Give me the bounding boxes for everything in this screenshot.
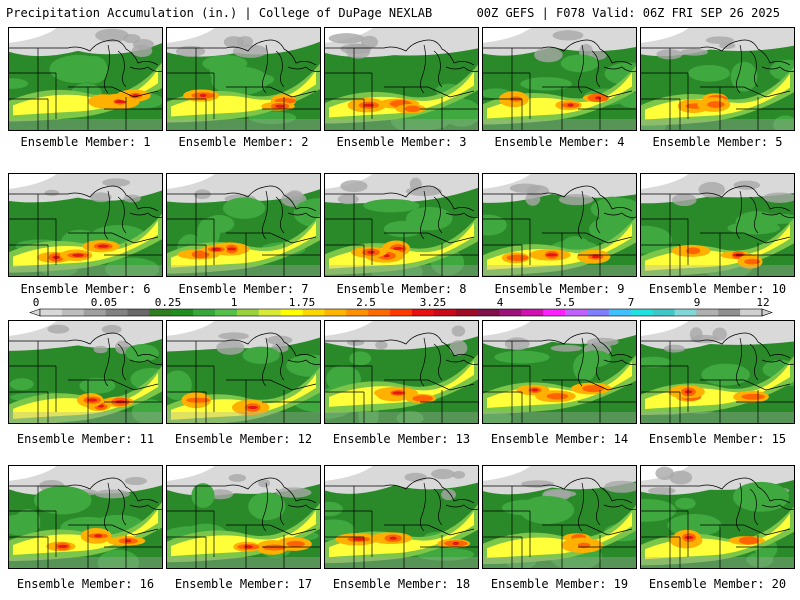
ensemble-member-map [324,173,479,277]
ensemble-member-map [166,27,321,131]
ensemble-member-label: Ensemble Member: 14 [490,432,629,446]
colorbar-swatch [324,309,347,316]
ensemble-member-map [324,320,479,424]
ensemble-member-map [640,320,795,424]
colorbar-swatch [258,309,281,316]
ensemble-member-map [482,320,637,424]
ensemble-member-map [324,465,479,569]
colorbar-swatch [608,309,632,316]
ensemble-member-label: Ensemble Member: 16 [16,577,155,591]
colorbar-swatch [740,309,763,316]
colorbar-swatch [236,309,260,316]
colorbar-swatch [390,309,413,316]
ensemble-member-map [324,27,479,131]
colorbar-tick-label: 7 [628,296,635,309]
ensemble-member-map [640,465,795,569]
map-title: Precipitation Accumulation (in.) | Colle… [6,6,433,20]
colorbar-max-arrow [761,308,773,317]
ensemble-member-label: Ensemble Member: 6 [20,282,151,296]
colorbar-tick-label: 0.05 [91,296,118,309]
colorbar-swatch [565,309,588,316]
ensemble-member-map [8,465,163,569]
ensemble-member-label: Ensemble Member: 17 [174,577,313,591]
colorbar-swatch [83,309,106,316]
ensemble-member-map [640,27,795,131]
colorbar-swatch [193,309,216,316]
colorbar-swatch [455,309,478,316]
ensemble-member-map [640,173,795,277]
colorbar-tick-label: 1.75 [289,296,316,309]
colorbar-min-arrow [29,308,41,317]
colorbar-tick-label: 0 [33,296,40,309]
colorbar-tick-label: 9 [694,296,701,309]
colorbar-swatch [521,309,544,316]
colorbar-swatch [630,309,653,316]
precip-colorbar-legend: 0 0.05 0.25 1 1.75 2.5 3.25 4 5.5 7 9 12 [29,296,773,317]
ensemble-member-label: Ensemble Member: 20 [648,577,787,591]
ensemble-member-label: Ensemble Member: 12 [174,432,313,446]
ensemble-member-label: Ensemble Member: 1 [20,135,151,149]
ensemble-member-label: Ensemble Member: 3 [336,135,467,149]
colorbar-swatch [411,309,435,316]
colorbar-swatch [127,309,150,316]
colorbar-swatch [105,309,128,316]
ensemble-member-label: Ensemble Member: 18 [332,577,471,591]
ensemble-member-map [482,27,637,131]
colorbar-swatch [477,309,500,316]
colorbar-swatch [149,309,172,316]
colorbar-tick-label: 1 [231,296,238,309]
colorbar-swatch [61,309,85,316]
colorbar-swatch [280,309,303,316]
colorbar-swatch [674,309,697,316]
ensemble-member-label: Ensemble Member: 5 [652,135,783,149]
ensemble-member-label: Ensemble Member: 4 [494,135,625,149]
ensemble-member-label: Ensemble Member: 19 [490,577,629,591]
colorbar-swatch [543,309,566,316]
colorbar-tick-label: 5.5 [555,296,575,309]
colorbar-swatch [652,309,675,316]
ensemble-member-label: Ensemble Member: 8 [336,282,467,296]
ensemble-member-map [482,465,637,569]
ensemble-member-map [8,173,163,277]
colorbar-swatch [40,309,63,316]
ensemble-member-label: Ensemble Member: 7 [178,282,309,296]
colorbar-swatch [215,309,238,316]
ensemble-member-map [166,465,321,569]
colorbar-tick-label: 12 [756,296,769,309]
colorbar-swatch [368,309,391,316]
colorbar-swatch [718,309,741,316]
colorbar-tick-label: 2.5 [356,296,376,309]
colorbar-tick-label: 4 [497,296,504,309]
colorbar-swatch [499,309,522,316]
colorbar-swatch [433,309,456,316]
colorbar-tick-label: 0.25 [155,296,182,309]
ensemble-member-map [166,320,321,424]
run-info: 00Z GEFS | F078 Valid: 06Z FRI SEP 26 20… [476,6,780,20]
ensemble-member-label: Ensemble Member: 10 [648,282,787,296]
ensemble-member-map [482,173,637,277]
ensemble-member-label: Ensemble Member: 11 [16,432,155,446]
colorbar-swatch [696,309,719,316]
colorbar-swatch [302,309,325,316]
ensemble-member-label: Ensemble Member: 13 [332,432,471,446]
ensemble-member-label: Ensemble Member: 2 [178,135,309,149]
colorbar-swatch [346,309,369,316]
ensemble-member-label: Ensemble Member: 15 [648,432,787,446]
ensemble-member-label: Ensemble Member: 9 [494,282,625,296]
ensemble-member-map [166,173,321,277]
colorbar-tick-label: 3.25 [420,296,447,309]
colorbar-swatch [586,309,610,316]
ensemble-member-map [8,320,163,424]
ensemble-member-map [8,27,163,131]
colorbar-swatch [171,309,194,316]
